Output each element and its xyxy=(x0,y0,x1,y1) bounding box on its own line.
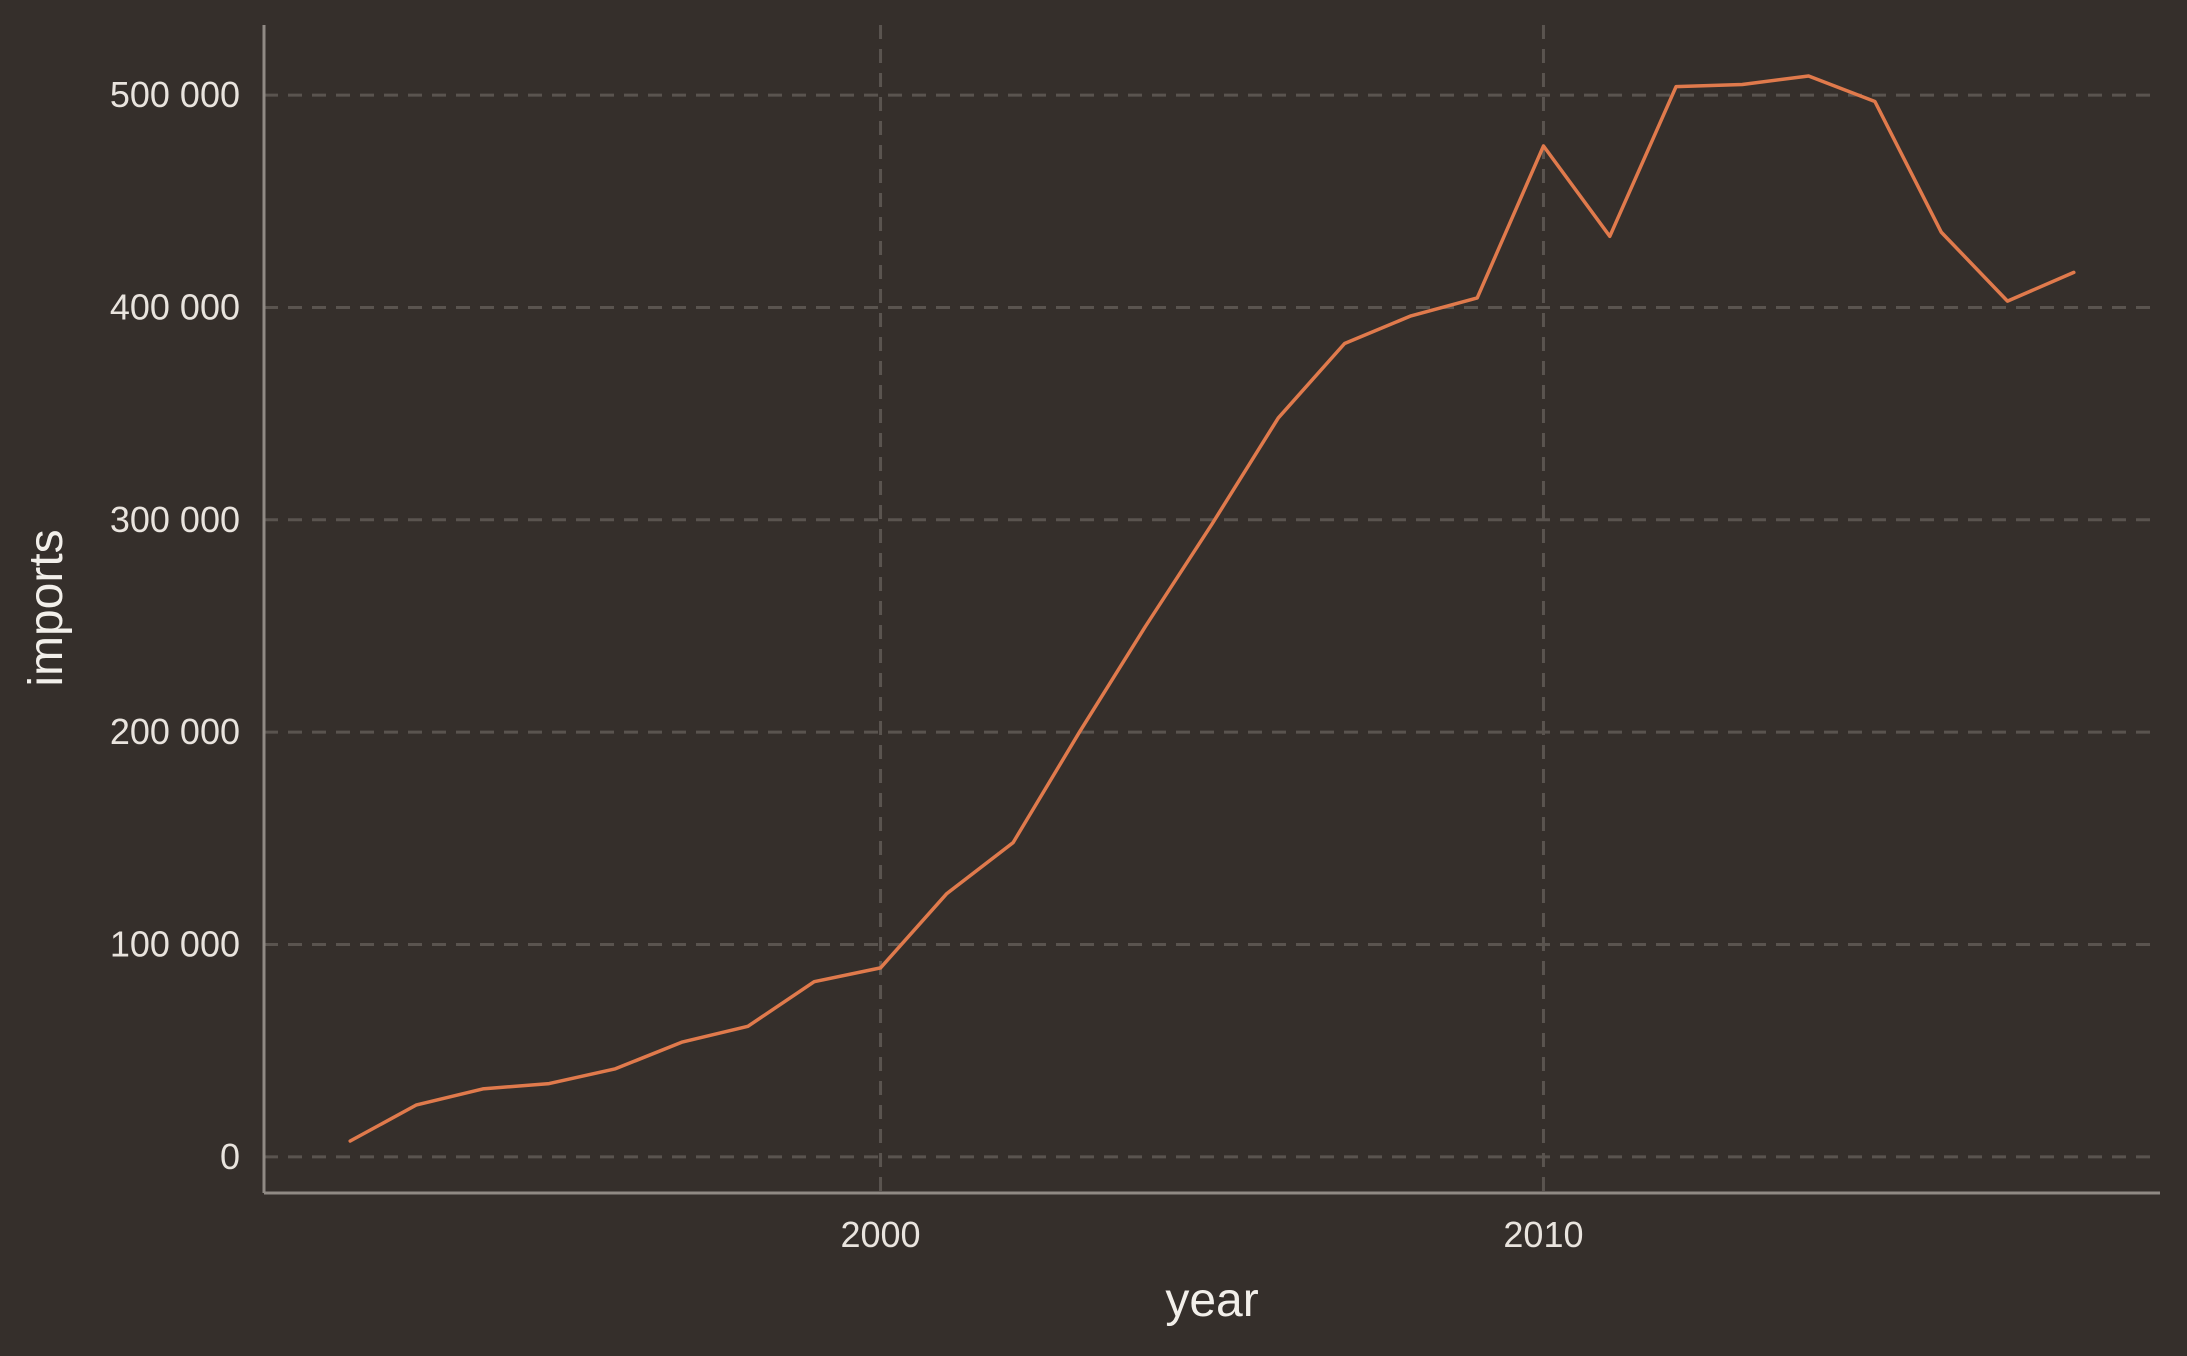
imports-series-line xyxy=(348,74,2076,1143)
grid xyxy=(264,25,2160,1193)
x-tick-label: 2000 xyxy=(840,1214,920,1255)
axes xyxy=(262,25,2160,1195)
y-axis-title: imports xyxy=(20,529,73,686)
y-tick-label: 400 000 xyxy=(110,286,240,327)
x-tick-label: 2010 xyxy=(1503,1214,1583,1255)
y-tick-label: 100 000 xyxy=(110,924,240,965)
series-layer xyxy=(348,74,2076,1143)
tick-labels: 0 100 000 200 000 300 000 400 000 500 000 2000… xyxy=(110,74,1584,1255)
y-tick-label: 500 000 xyxy=(110,74,240,115)
x-axis-title: year xyxy=(1165,1274,1258,1327)
y-tick-label: 0 xyxy=(220,1136,240,1177)
y-tick-label: 200 000 xyxy=(110,711,240,752)
y-tick-label: 300 000 xyxy=(110,499,240,540)
